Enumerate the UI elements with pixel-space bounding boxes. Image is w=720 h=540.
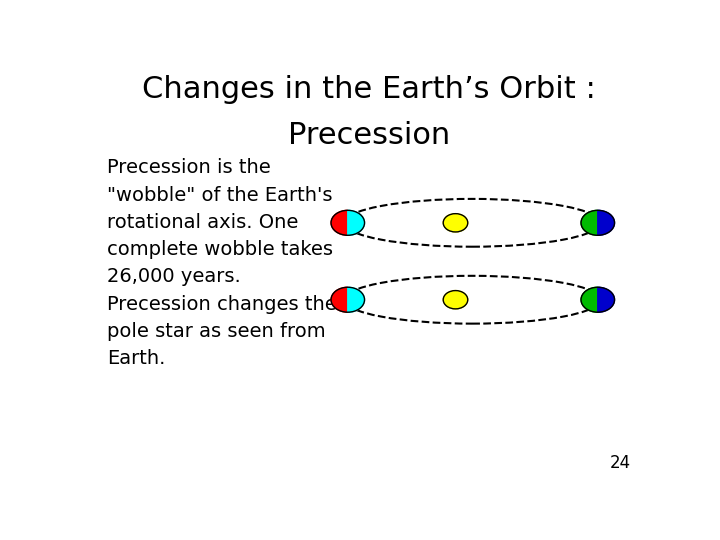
Polygon shape: [331, 287, 348, 312]
Text: Precession: Precession: [288, 121, 450, 150]
Polygon shape: [598, 287, 614, 312]
Text: 24: 24: [610, 454, 631, 472]
Text: Precession is the
"wobble" of the Earth's
rotational axis. One
complete wobble t: Precession is the "wobble" of the Earth'…: [107, 158, 336, 368]
Text: Changes in the Earth’s Orbit :: Changes in the Earth’s Orbit :: [142, 75, 596, 104]
Polygon shape: [331, 210, 348, 235]
Circle shape: [444, 214, 468, 232]
Polygon shape: [348, 287, 364, 312]
Circle shape: [444, 291, 468, 309]
Polygon shape: [598, 210, 614, 235]
Polygon shape: [348, 210, 364, 235]
Polygon shape: [581, 210, 598, 235]
Polygon shape: [581, 287, 598, 312]
